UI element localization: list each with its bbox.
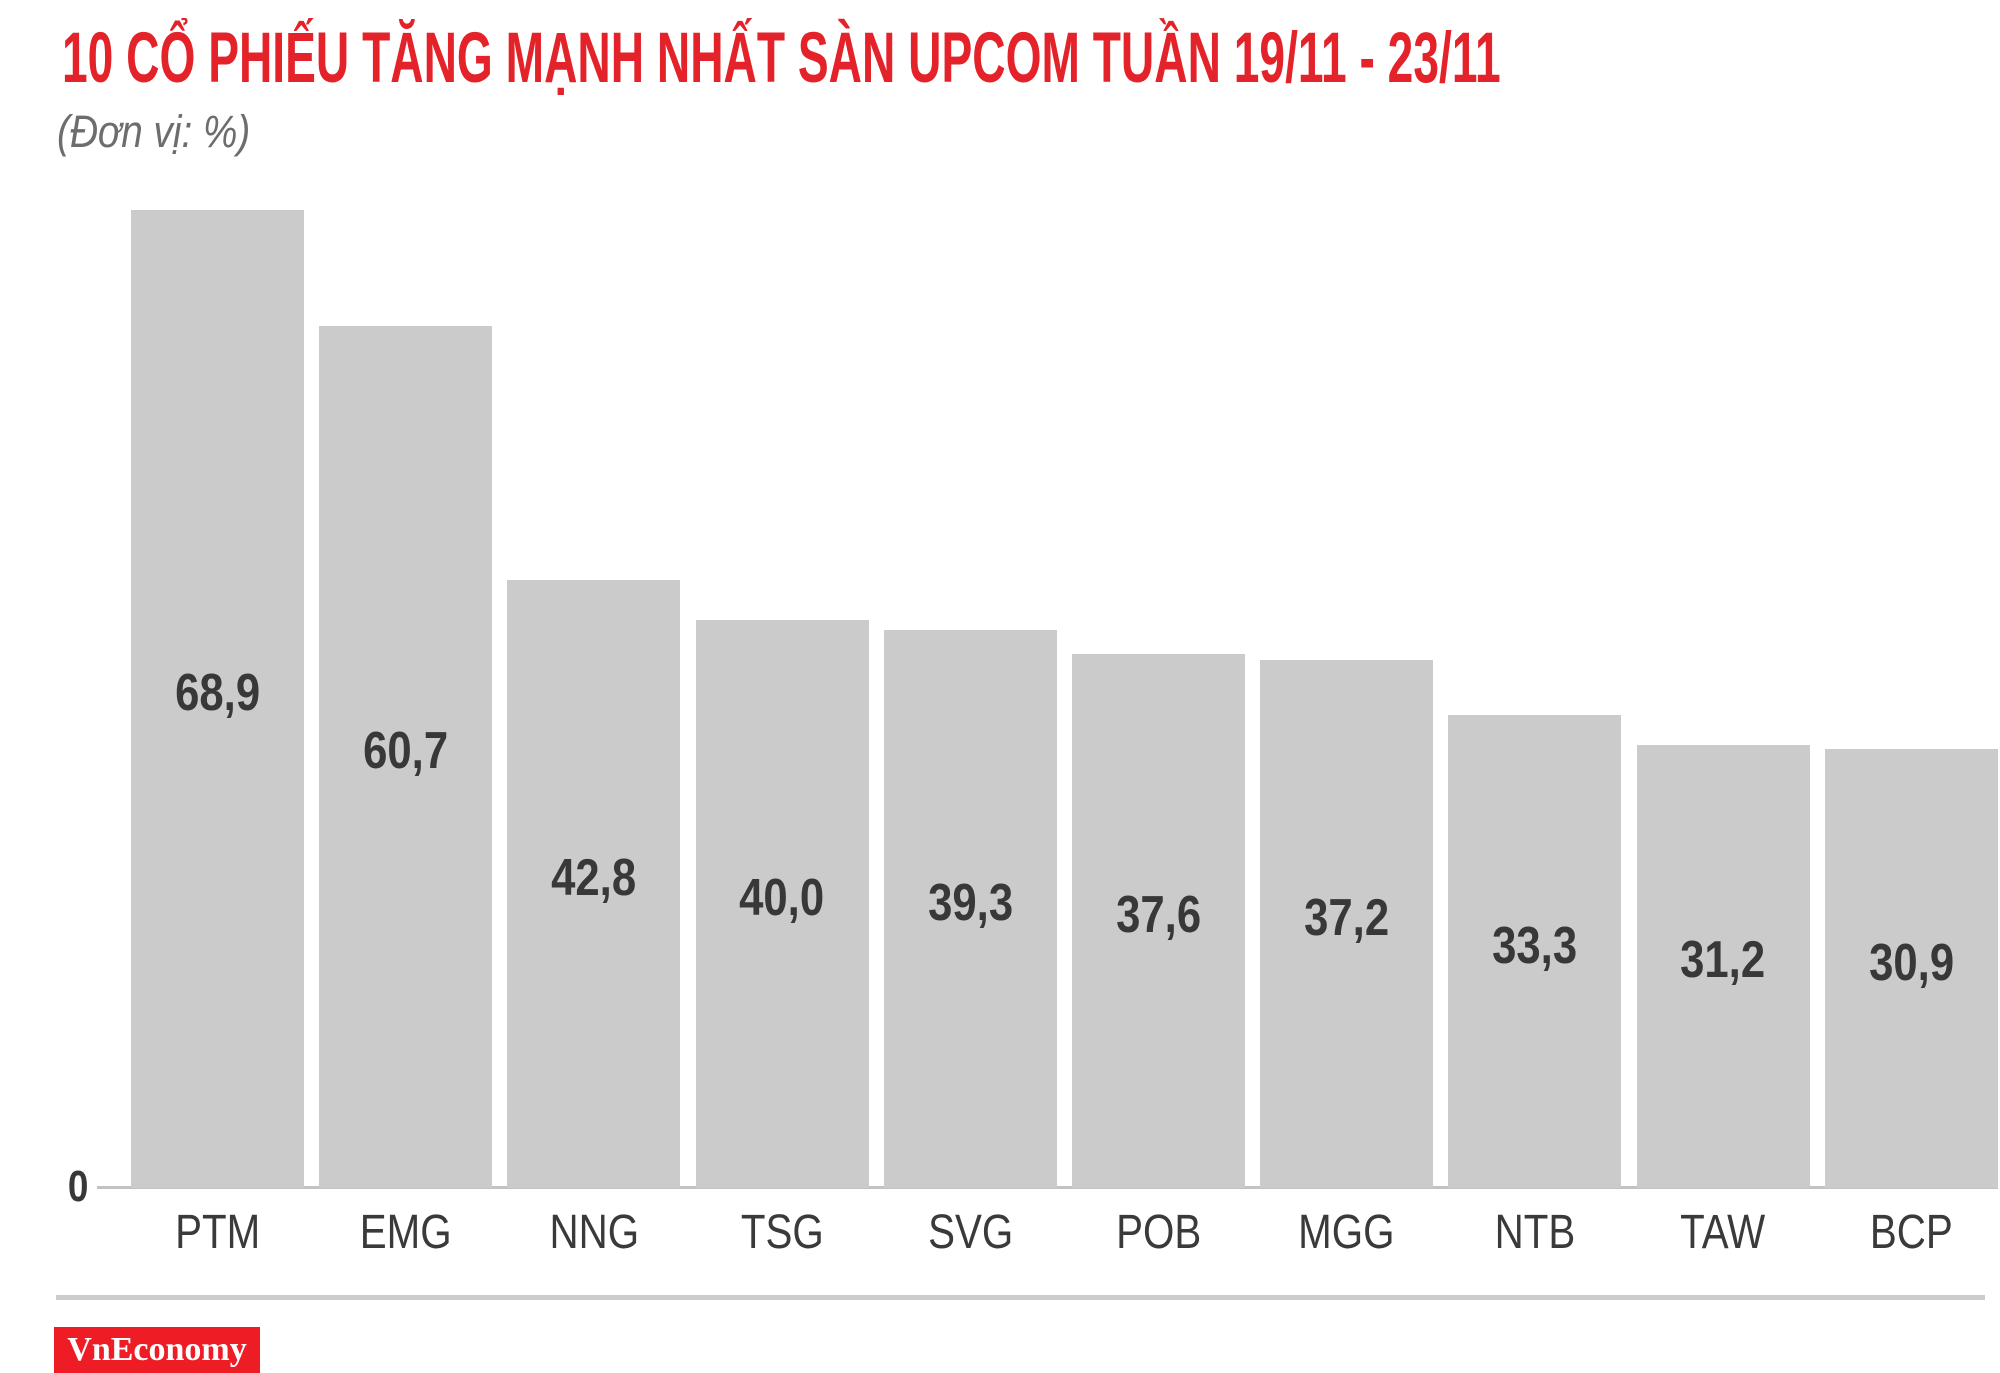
x-tick-label-taw: TAW: [1629, 1204, 1817, 1262]
bar-value-label-taw: 31,2: [1637, 929, 1810, 991]
vneconomy-logo-text: VnEconomy: [67, 1331, 247, 1368]
chart-title: 10 CỔ PHIẾU TĂNG MẠNH NHẤT SÀN UPCOM TUẦ…: [62, 18, 2000, 100]
bar-value-text-svg: 39,3: [927, 873, 1013, 932]
x-tick-label-tsg: TSG: [688, 1204, 876, 1262]
y-axis-zero-label: 0: [0, 1158, 88, 1216]
x-tick-label-emg: EMG: [312, 1204, 500, 1262]
bar-value-label-bcp: 30,9: [1825, 932, 1998, 994]
x-tick-label-bcp: BCP: [1817, 1204, 2000, 1262]
bar-value-text-emg: 60,7: [363, 722, 449, 781]
bar-value-text-bcp: 30,9: [1868, 933, 1954, 992]
x-tick-label-mgg: MGG: [1253, 1204, 1441, 1262]
y-axis-zero-text: 0: [67, 1162, 88, 1211]
x-tick-text-pob: POB: [1115, 1206, 1202, 1259]
x-tick-text-taw: TAW: [1680, 1206, 1766, 1259]
x-tick-text-tsg: TSG: [740, 1206, 824, 1259]
x-tick-text-svg: SVG: [927, 1206, 1013, 1259]
bar-bcp: [1824, 749, 1998, 1188]
bar-svg: [883, 629, 1057, 1188]
bar-value-text-nng: 42,8: [551, 849, 637, 908]
bar-value-text-ptm: 68,9: [174, 663, 261, 722]
bar-nng: [507, 580, 681, 1188]
bar-emg: [319, 326, 493, 1188]
x-tick-text-mgg: MGG: [1298, 1206, 1395, 1259]
bar-value-label-mgg: 37,2: [1260, 887, 1433, 949]
chart-subtitle: (Đơn vị: %): [57, 105, 282, 159]
bar-value-label-tsg: 40,0: [696, 867, 869, 929]
vneconomy-logo: VnEconomy: [54, 1327, 260, 1373]
x-tick-text-bcp: BCP: [1869, 1206, 1953, 1259]
x-tick-label-pob: POB: [1064, 1204, 1252, 1262]
bar-value-label-ntb: 33,3: [1448, 915, 1621, 977]
bar-ptm: [131, 209, 304, 1188]
bar-value-text-taw: 31,2: [1680, 931, 1766, 990]
bar-pob: [1072, 654, 1245, 1188]
bar-tsg: [695, 620, 869, 1188]
bar-ntb: [1448, 715, 1622, 1188]
bar-mgg: [1260, 659, 1434, 1188]
x-tick-label-svg: SVG: [876, 1204, 1064, 1262]
bar-value-text-tsg: 40,0: [739, 869, 825, 927]
x-tick-text-ptm: PTM: [174, 1206, 261, 1259]
x-tick-label-ptm: PTM: [123, 1204, 311, 1262]
bar-value-label-emg: 60,7: [319, 720, 492, 782]
bar-value-label-ptm: 68,9: [131, 662, 304, 724]
x-tick-text-emg: EMG: [359, 1206, 452, 1259]
bar-value-text-mgg: 37,2: [1304, 888, 1390, 947]
bar-value-text-ntb: 33,3: [1492, 916, 1578, 975]
footer-divider: [56, 1295, 1985, 1300]
bar-value-label-nng: 42,8: [507, 847, 680, 909]
x-tick-label-ntb: NTB: [1441, 1204, 1629, 1262]
x-tick-text-ntb: NTB: [1494, 1206, 1576, 1259]
x-tick-text-nng: NNG: [549, 1206, 639, 1259]
chart-title-text: 10 CỔ PHIẾU TĂNG MẠNH NHẤT SÀN UPCOM TUẦ…: [62, 19, 1501, 98]
bar-value-label-svg: 39,3: [884, 872, 1057, 934]
x-tick-label-nng: NNG: [500, 1204, 688, 1262]
bar-taw: [1636, 744, 1810, 1188]
chart-subtitle-text: (Đơn vị: %): [57, 106, 251, 157]
bar-value-label-pob: 37,6: [1072, 884, 1245, 946]
bar-value-text-pob: 37,6: [1115, 886, 1202, 945]
